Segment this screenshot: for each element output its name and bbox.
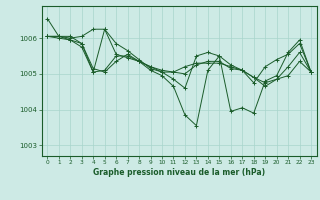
X-axis label: Graphe pression niveau de la mer (hPa): Graphe pression niveau de la mer (hPa) [93,168,265,177]
